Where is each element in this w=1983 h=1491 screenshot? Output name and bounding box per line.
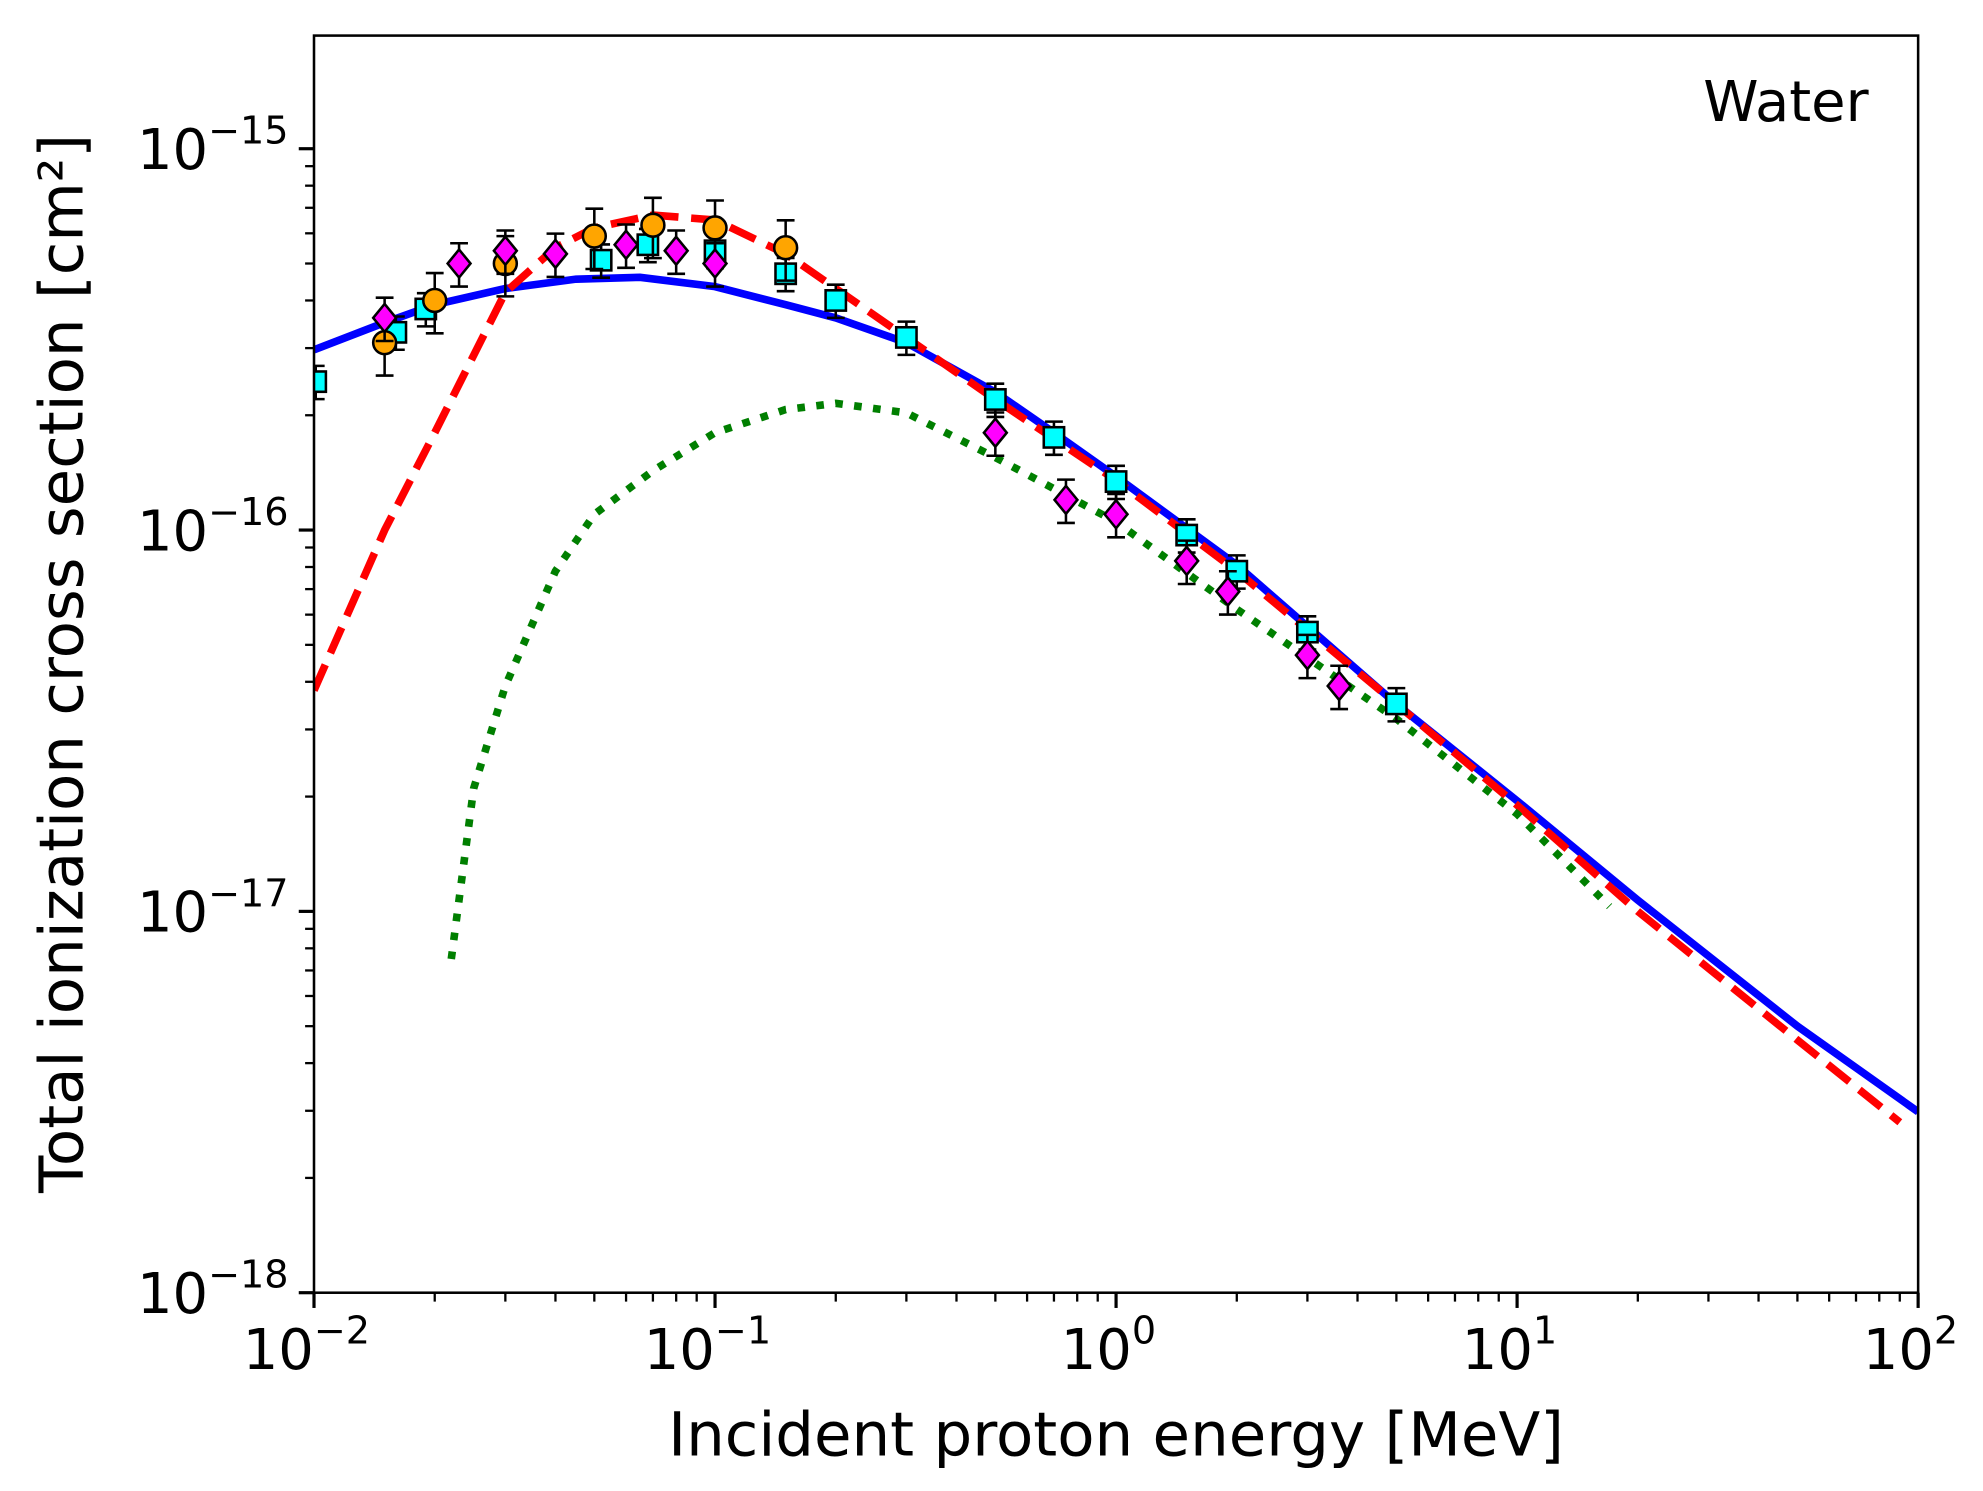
y-tick-label: 10−15	[137, 109, 289, 183]
x-tick-base: 10	[1863, 1318, 1934, 1383]
marker-diamond	[982, 416, 1009, 449]
x-tick-base: 10	[1061, 1318, 1132, 1383]
y-tick-label: 10−17	[137, 871, 289, 945]
marker-diamond	[1326, 669, 1353, 702]
marker-diamond	[1052, 483, 1080, 516]
marker-square	[894, 325, 918, 349]
marker-circle	[581, 223, 608, 249]
x-tick-base: 10	[644, 1318, 715, 1383]
marker-diamond	[492, 234, 519, 267]
marker-circle	[640, 212, 666, 238]
marker-square	[983, 388, 1007, 411]
marker-square	[314, 370, 328, 394]
marker-diamond	[371, 301, 398, 334]
y-tick-exp: −18	[208, 1253, 288, 1297]
x-tick-label: 102	[1863, 1309, 1958, 1383]
axes-frame	[312, 34, 1920, 1294]
marker-diamond	[701, 247, 729, 280]
marker-circle	[702, 215, 728, 241]
x-tick-exp: 2	[1934, 1309, 1958, 1353]
x-tick-exp: 0	[1132, 1309, 1156, 1353]
y-tick-base: 10	[137, 499, 208, 564]
x-tick-base: 10	[243, 1318, 314, 1383]
marker-square	[824, 289, 848, 312]
y-axis-label: Total ionization cross section [cm²]	[27, 134, 98, 1194]
marker-circle	[422, 287, 448, 314]
marker-diamond	[1102, 498, 1130, 531]
marker-diamond	[663, 234, 690, 267]
y-tick-label: 10−18	[137, 1253, 289, 1327]
line-dotted	[447, 399, 1613, 960]
y-tick-exp: −15	[208, 109, 288, 153]
marker-diamond	[1294, 639, 1321, 672]
y-tick-exp: −17	[208, 871, 288, 915]
x-tick-exp: −1	[715, 1309, 771, 1353]
x-axis-label: Incident proton energy [MeV]	[668, 1399, 1564, 1470]
marker-diamond	[1214, 575, 1241, 608]
x-tick-label: 10−2	[243, 1309, 370, 1383]
y-tick-base: 10	[137, 118, 208, 183]
marker-diamond	[542, 237, 569, 270]
x-tick-base: 10	[1462, 1318, 1533, 1383]
plot-area	[314, 196, 1919, 1126]
marker-square	[1384, 692, 1408, 716]
marker-diamond	[612, 228, 640, 261]
line-solid	[314, 273, 1919, 1115]
y-tick-exp: −16	[208, 490, 288, 534]
marker-diamond	[445, 247, 473, 280]
marker-square	[1042, 425, 1066, 449]
x-tick-label: 100	[1061, 1309, 1156, 1383]
marker-circle	[772, 235, 799, 261]
x-tick-exp: 1	[1533, 1309, 1557, 1353]
marker-square	[1104, 470, 1128, 494]
x-tick-label: 101	[1462, 1309, 1557, 1383]
y-tick-base: 10	[137, 881, 208, 946]
marker-diamond	[1173, 544, 1200, 577]
annotation-water: Water	[1703, 70, 1868, 135]
y-tick-label: 10−16	[137, 490, 289, 564]
y-tick-base: 10	[137, 1262, 208, 1327]
x-tick-label: 10−1	[644, 1309, 771, 1383]
series-group	[314, 196, 1919, 1126]
x-tick-exp: −2	[314, 1309, 370, 1353]
line-dashed	[314, 211, 1903, 1126]
marker-square	[589, 248, 613, 272]
